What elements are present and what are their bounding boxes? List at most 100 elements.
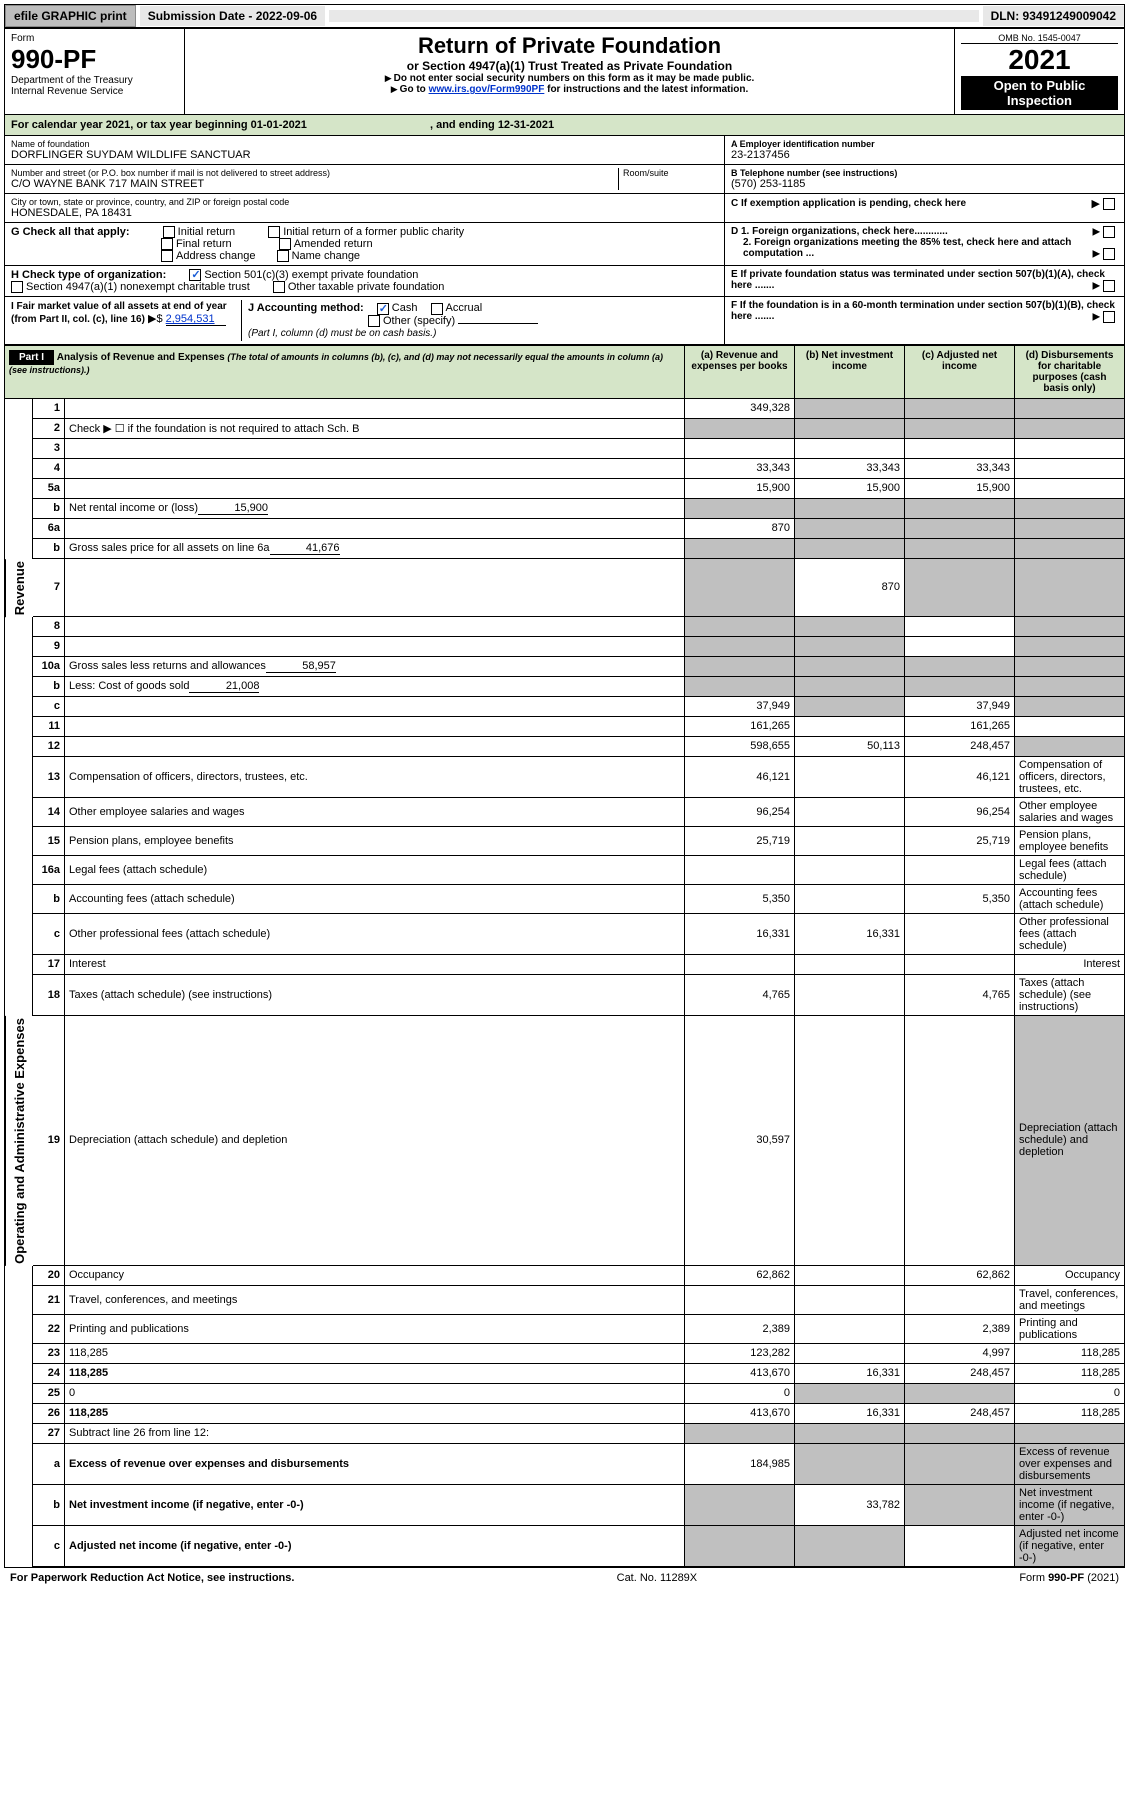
g-initial-former[interactable] [268, 226, 280, 238]
side-spacer [5, 1384, 33, 1404]
side-spacer [5, 617, 33, 637]
form-header-left: Form 990-PF Department of the Treasury I… [5, 29, 185, 114]
cell [685, 539, 795, 559]
d2-checkbox[interactable] [1103, 248, 1115, 260]
form-header-mid: Return of Private Foundation or Section … [185, 29, 954, 114]
tel-label: B Telephone number (see instructions) [731, 168, 897, 178]
line-desc: Accounting fees (attach schedule) [65, 885, 685, 914]
table-row: 15Pension plans, employee benefits25,719… [4, 827, 1125, 856]
cell [905, 499, 1015, 519]
j-other[interactable] [368, 315, 380, 327]
h-4947a1[interactable] [11, 281, 23, 293]
h-501c3[interactable] [189, 269, 201, 281]
cell: 96,254 [905, 798, 1015, 827]
cell [685, 559, 795, 617]
submission-date: Submission Date - 2022-09-06 [140, 6, 325, 26]
g-initial-return[interactable] [163, 226, 175, 238]
cell [795, 1444, 905, 1485]
cell [905, 1526, 1015, 1567]
j-note: (Part I, column (d) must be on cash basi… [248, 328, 436, 339]
line-desc [65, 399, 685, 419]
omb: OMB No. 1545-0047 [961, 33, 1118, 44]
line-number: 21 [33, 1286, 65, 1315]
cell: 16,331 [795, 1364, 905, 1384]
j-accrual[interactable] [431, 303, 443, 315]
cell: 25,719 [685, 827, 795, 856]
side-spacer [5, 757, 33, 798]
name-label: Name of foundation [11, 139, 718, 149]
cell [1015, 459, 1125, 479]
d1-label: D 1. Foreign organizations, check here..… [731, 226, 948, 237]
cell [1015, 657, 1125, 677]
line-number: b [33, 677, 65, 697]
g-final-return[interactable] [161, 238, 173, 250]
footer-mid: Cat. No. 11289X [617, 1572, 698, 1584]
cell [905, 419, 1015, 439]
line-desc: Occupancy [65, 1266, 685, 1286]
c-checkbox[interactable] [1103, 198, 1115, 210]
table-row: 10aGross sales less returns and allowanc… [4, 657, 1125, 677]
table-row: 23118,285123,2824,997118,285 [4, 1344, 1125, 1364]
j-cash[interactable] [377, 303, 389, 315]
ein-label: A Employer identification number [731, 139, 875, 149]
table-row: 11161,265161,265 [4, 717, 1125, 737]
line-number: 27 [33, 1424, 65, 1444]
g-amended[interactable] [279, 238, 291, 250]
room-label: Room/suite [623, 168, 718, 178]
col-c-header: (c) Adjusted net income [905, 345, 1015, 399]
cell: Legal fees (attach schedule) [1015, 856, 1125, 885]
line-number: 17 [33, 955, 65, 975]
cell [905, 657, 1015, 677]
cell: Printing and publications [1015, 1315, 1125, 1344]
cell: 30,597 [685, 1016, 795, 1266]
cell: 33,782 [795, 1485, 905, 1526]
line-number: 24 [33, 1364, 65, 1384]
line-number: 13 [33, 757, 65, 798]
cell: 46,121 [905, 757, 1015, 798]
cell [905, 1444, 1015, 1485]
foundation-name: DORFLINGER SUYDAM WILDLIFE SANCTUAR [11, 149, 718, 161]
e-checkbox[interactable] [1103, 280, 1115, 292]
line-number: 7 [33, 559, 65, 617]
instructions-link[interactable]: www.irs.gov/Form990PF [429, 84, 545, 95]
cell: 123,282 [685, 1344, 795, 1364]
f-checkbox[interactable] [1103, 311, 1115, 323]
i-value[interactable]: 2,954,531 [166, 313, 226, 326]
cell [1015, 737, 1125, 757]
cell [1015, 617, 1125, 637]
table-row: 1349,328 [4, 399, 1125, 419]
g-address-change[interactable] [161, 250, 173, 262]
line-number: 26 [33, 1404, 65, 1424]
table-row: 12598,65550,113248,457 [4, 737, 1125, 757]
cell: 870 [685, 519, 795, 539]
cell: 248,457 [905, 1404, 1015, 1424]
cell [1015, 479, 1125, 499]
cell [1015, 439, 1125, 459]
cell [685, 1485, 795, 1526]
cell: 16,331 [685, 914, 795, 955]
h-other-taxable[interactable] [273, 281, 285, 293]
g-name-change[interactable] [277, 250, 289, 262]
line-number: 1 [33, 399, 65, 419]
table-row: 6a870 [4, 519, 1125, 539]
line-desc: 0 [65, 1384, 685, 1404]
efile-print-button[interactable]: efile GRAPHIC print [5, 5, 136, 27]
cell [795, 439, 905, 459]
line-number: c [33, 697, 65, 717]
h-label: H Check type of organization: [11, 269, 166, 281]
line-number: c [33, 914, 65, 955]
line-number: 11 [33, 717, 65, 737]
line-number: 3 [33, 439, 65, 459]
side-spacer [5, 914, 33, 955]
city: HONESDALE, PA 18431 [11, 207, 718, 219]
cell: 870 [795, 559, 905, 617]
cell: Taxes (attach schedule) (see instruction… [1015, 975, 1125, 1016]
d1-checkbox[interactable] [1103, 226, 1115, 238]
side-spacer [5, 1315, 33, 1344]
table-row: 27Subtract line 26 from line 12: [4, 1424, 1125, 1444]
table-row: 18Taxes (attach schedule) (see instructi… [4, 975, 1125, 1016]
g-label: G Check all that apply: [11, 226, 130, 238]
cell: Interest [1015, 955, 1125, 975]
cell [795, 1344, 905, 1364]
side-spacer [5, 1364, 33, 1384]
